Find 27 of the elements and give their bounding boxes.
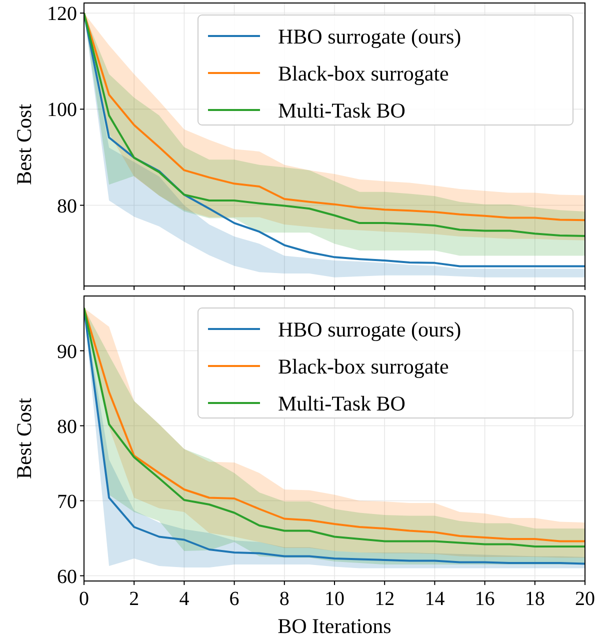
x-tick-label: 4: [179, 588, 190, 610]
y-axis-title: Best Cost: [12, 104, 36, 186]
legend-label: HBO surrogate (ours): [278, 317, 462, 342]
y-axis-title: Best Cost: [12, 398, 36, 480]
y-tick-label: 60: [57, 566, 77, 588]
x-tick-label: 6: [229, 588, 240, 610]
x-axis-title: BO Iterations: [278, 614, 392, 638]
legend-label: Multi-Task BO: [278, 391, 406, 416]
y-tick-label: 70: [57, 490, 77, 513]
x-tick-label: 12: [374, 588, 395, 610]
legend-label: HBO surrogate (ours): [278, 24, 462, 48]
y-tick-label: 80: [57, 416, 77, 438]
x-tick-label: 0: [79, 588, 89, 610]
y-tick-label: 100: [47, 99, 77, 122]
legend-label: Black-box surrogate: [278, 354, 449, 378]
y-tick-label: 120: [47, 3, 77, 26]
x-tick-label: 10: [324, 588, 344, 610]
x-tick-label: 16: [474, 588, 495, 610]
x-tick-label: 18: [524, 588, 545, 610]
y-tick-label: 90: [57, 340, 77, 363]
x-tick-label: 8: [279, 588, 290, 610]
x-tick-label: 20: [575, 588, 595, 610]
x-tick-label: 14: [424, 588, 445, 610]
x-tick-label: 2: [129, 588, 140, 610]
legend-label: Black-box surrogate: [278, 61, 449, 86]
y-tick-label: 80: [57, 195, 77, 218]
legend-label: Multi-Task BO: [278, 98, 406, 122]
